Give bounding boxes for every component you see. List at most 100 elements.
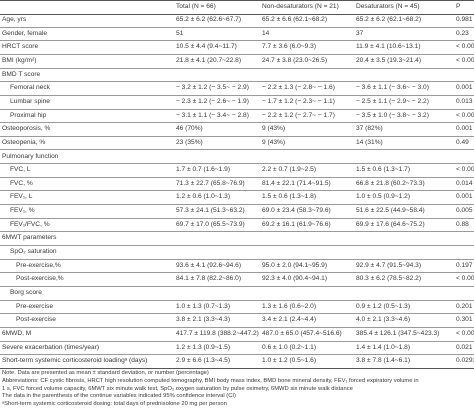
cell-p-value: < 0.001 [456, 111, 474, 119]
cell-desaturators: 1.5 ± 0.6 (1.3~1.7) [356, 166, 411, 174]
cell-p-value: 0.0293 [456, 357, 474, 365]
cell-p-value: < 0.001 [456, 275, 474, 283]
table-row: Post-exercise 3.8 ± 2.1 (3.3~4.3) 3.4 ± 2.… [0, 313, 474, 328]
cell-p-value: < 0.001 [456, 329, 474, 337]
cell-total: 1.7 ± 0.7 (1.6~1.9) [176, 166, 231, 174]
cell-desaturators: 20.4 ± 3.5 (19.3~21.4) [356, 56, 422, 64]
table-row: FVC, L 1.7 ± 0.7 (1.6~1.9) 2.2 ± 0.7 (1.9~… [0, 163, 474, 178]
cell-non-desaturators: 1.0 ± 1.2 (0.5~1.6) [262, 357, 317, 365]
table-row: Severe exacerbation (times/year) 1.2 ± 1.… [0, 341, 474, 356]
cell-desaturators: 385.4 ± 126.1 (347.5~423.3) [356, 329, 440, 337]
row-label: Post-exercise [16, 316, 56, 324]
cell-desaturators: 11.9 ± 4.1 (10.6~13.1) [356, 43, 421, 51]
table-row: 6MWT parameters [0, 231, 474, 247]
cell-desaturators: 66.8 ± 21.8 (60.2~73.3) [356, 179, 425, 187]
cell-non-desaturators: 69.0 ± 23.4 (58.3~79.6) [262, 207, 331, 215]
cell-non-desaturators: 24.7 ± 3.8 (23.0~26.5) [262, 56, 328, 64]
cell-total: 23 (35%) [176, 138, 203, 146]
row-label: Osteopenia, % [2, 138, 46, 146]
cell-total: 417.7 ± 119.8 (388.2~447.2) [176, 329, 259, 337]
cell-p-value: 0.23 [456, 29, 469, 37]
cell-desaturators: 0.9 ± 1.2 (0.5~1.3) [356, 302, 411, 310]
cell-p-value: 0.301 [456, 316, 473, 324]
cell-non-desaturators: 1.5 ± 0.6 (1.3~1.8) [262, 193, 317, 201]
row-label: SpO₂ saturation [10, 248, 57, 256]
cell-total: − 3.1 ± 1.1 (− 3.4~ − 2.8) [176, 111, 249, 119]
row-label: FVC, L [10, 166, 31, 174]
cell-total: 57.3 ± 24.1 (51.3~63.2) [176, 207, 245, 215]
row-label: BMI (kg/m²) [2, 56, 37, 64]
cell-total: 1.2 ± 0.6 (1.0~1.3) [176, 193, 231, 201]
table-row: HRCT score 10.5 ± 4.4 (9.4~11.7) 7.7 ± 3.6… [0, 40, 474, 55]
row-label: FEV₁, % [10, 207, 35, 215]
cell-desaturators: 65.2 ± 6.2 (62.1~68.2) [356, 16, 422, 23]
table-row: Proximal hip − 3.1 ± 1.1 (− 3.4~ − 2.8) − … [0, 109, 474, 124]
cell-total: 71.3 ± 22.7 (65.8~76.9) [176, 179, 245, 187]
cell-non-desaturators: 65.2 ± 6.6 (62.1~68.2) [262, 16, 328, 23]
table-row: Lumbar spine − 2.3 ± 1.2 (− 2.6~ − 1.9) − … [0, 95, 474, 110]
cell-non-desaturators: 0.6 ± 1.0 (0.2~1.1) [262, 343, 317, 351]
row-label: FVC, % [10, 179, 33, 187]
note-line: 1 s, FVC forced volume capacity, 6MWT si… [2, 385, 353, 392]
cell-p-value: < 0.001 [456, 166, 474, 174]
row-label: FEV₁, L [10, 193, 33, 201]
cell-desaturators: 1.0 ± 0.5 (0.9~1.2) [356, 193, 411, 201]
cell-total: − 3.2 ± 1.2 (− 3.5~ − 2.9) [176, 84, 249, 92]
cell-p-value: < 0.001 [456, 43, 474, 51]
table-header-row: Total (N = 66) Non-desaturators (N = 21)… [0, 0, 474, 15]
note-line: Abbreviations: CF cystic fibrosis, HRCT … [2, 377, 419, 384]
cell-p-value: < 0.001 [456, 56, 474, 64]
cell-non-desaturators: 14 [262, 29, 270, 37]
table-row: FEV₁/FVC, % 69.7 ± 17.0 (65.5~73.9) 69.2 ±… [0, 218, 474, 233]
cell-desaturators: 3.8 ± 7.8 (1.4~6.1) [356, 357, 411, 365]
table-row: Gender, female 51 14 37 0.23 [0, 27, 474, 42]
cell-desaturators: 14 (31%) [356, 138, 383, 146]
cell-total: 69.7 ± 17.0 (65.5~73.9) [176, 220, 245, 228]
row-label: BMD T score [2, 70, 41, 78]
cell-desaturators: 37 [356, 29, 364, 37]
row-label: FEV₁/FVC, % [10, 220, 50, 228]
cell-non-desaturators: 69.2 ± 16.1 (61.9~76.6) [262, 220, 331, 228]
cell-desaturators: − 3.5 ± 1.0 (− 3.8~ − 3.2) [356, 111, 429, 119]
cell-total: 65.2 ± 6.2 (62.6~67.7) [176, 16, 242, 23]
cell-p-value: 0.005 [456, 207, 473, 215]
table-row: Age, yrs 65.2 ± 6.2 (62.6~67.7) 65.2 ± 6.6… [0, 13, 474, 28]
table-row: FEV₁, % 57.3 ± 24.1 (51.3~63.2) 69.0 ± 23.… [0, 204, 474, 219]
header-cell-non-desaturators: Non-desaturators (N = 21) [262, 3, 339, 10]
cell-p-value: 0.49 [456, 138, 469, 146]
cell-total: − 2.3 ± 1.2 (− 2.6~ − 1.9) [176, 97, 249, 105]
cell-p-value: 0.001 [456, 125, 473, 133]
cell-non-desaturators: 9 (43%) [262, 125, 286, 133]
cell-non-desaturators: 81.4 ± 22.1 (71.4~91.5) [262, 179, 331, 187]
cell-desaturators: 4.0 ± 2.1 (3.3~4.6) [356, 316, 411, 324]
cell-total: 51 [176, 29, 184, 37]
cell-desaturators: 92.9 ± 4.7 (91.5~94.3) [356, 261, 422, 269]
row-label: Proximal hip [10, 111, 47, 119]
cell-non-desaturators: 487.0 ± 65.0 (457.4~516.6) [262, 329, 342, 337]
row-label: Short-term systemic corticosteroid loadi… [2, 357, 148, 365]
cell-desaturators: 69.9 ± 17.6 (64.6~75.2) [356, 220, 425, 228]
row-label: Lumbar spine [10, 97, 50, 105]
table-row: Pulmonary function [0, 150, 474, 165]
header-cell-desaturators: Desaturators (N = 45) [356, 3, 420, 10]
table-row: BMI (kg/m²) 21.8 ± 4.1 (20.7~22.8) 24.7 ± … [0, 54, 474, 69]
table-row: Osteoporosis, % 46 (70%) 9 (43%) 37 (82%) 0.… [0, 122, 474, 137]
note-line: The data in the parenthesis of the conti… [2, 393, 236, 400]
cell-p-value: 0.021 [456, 343, 473, 351]
cell-p-value: 0.001 [456, 193, 473, 201]
cell-non-desaturators: 92.3 ± 4.0 (90.4~94.1) [262, 275, 328, 283]
table-row: Osteopenia, % 23 (35%) 9 (43%) 14 (31%) 0.49 [0, 136, 474, 151]
table-row: FVC, % 71.3 ± 22.7 (65.8~76.9) 81.4 ± 22.1… [0, 177, 474, 192]
cell-non-desaturators: 95.0 ± 2.0 (94.1~95.9) [262, 261, 328, 269]
row-label: Gender, female [2, 29, 48, 37]
row-label: Borg score [10, 289, 42, 296]
cell-total: 2.9 ± 6.6 (1.3~4.5) [176, 357, 231, 365]
table-row: 6MWD, M 417.7 ± 119.8 (388.2~447.2) 487.0 … [0, 327, 474, 342]
header-cell-p: P [456, 3, 461, 10]
cell-total: 10.5 ± 4.4 (9.4~11.7) [176, 43, 237, 51]
table-row: Post-exercise,% 84.1 ± 7.8 (82.2~86.0) 92.… [0, 272, 474, 287]
row-label: Femoral neck [10, 84, 50, 92]
table-row: FEV₁, L 1.2 ± 0.6 (1.0~1.3) 1.5 ± 0.6 (1.3… [0, 190, 474, 206]
row-label: Osteoporosis, % [2, 125, 51, 133]
cell-non-desaturators: − 2.2 ± 1.2 (− 2.7~ − 1.7) [262, 111, 335, 119]
